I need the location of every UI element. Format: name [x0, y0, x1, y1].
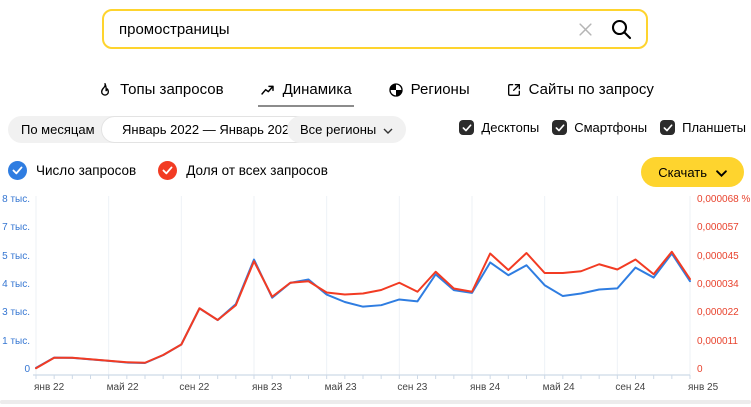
globe-icon — [388, 82, 404, 98]
checkbox-checked-icon — [660, 120, 676, 135]
x-axis-label: май 24 — [542, 382, 575, 393]
dynamics-chart: 8 тыс. 7 тыс. 5 тыс. 4 тыс. 3 тыс. 1 тыс. 0 0,0… — [0, 190, 751, 404]
device-filters: Десктопы Смартфоны Планшеты — [459, 120, 746, 135]
fire-icon — [97, 82, 113, 98]
y-axis-label-left: 0 — [24, 364, 30, 375]
search-bar — [102, 9, 648, 49]
y-axis-label-left: 4 тыс. — [2, 279, 30, 290]
chevron-down-icon — [716, 165, 727, 180]
trend-icon — [260, 82, 276, 98]
y-axis-label-right: 0 — [697, 364, 703, 375]
search-input[interactable] — [119, 20, 574, 38]
x-axis-label: сен 23 — [397, 382, 428, 393]
tab-label: Сайты по запросу — [528, 81, 654, 98]
legend-item-queries[interactable]: Число запросов — [8, 161, 136, 180]
search-icon[interactable] — [608, 16, 634, 42]
x-axis-label: сен 22 — [179, 382, 210, 393]
y-axis-label-left: 5 тыс. — [2, 250, 30, 262]
tabs-row: Топы запросов Динамика Регионы Сайты по … — [0, 79, 751, 107]
tab-sites[interactable]: Сайты по запросу — [504, 79, 656, 107]
legend-check-icon — [158, 161, 178, 180]
download-label: Скачать — [658, 164, 707, 180]
y-axis-label-left: 8 тыс. — [2, 194, 30, 205]
device-label: Смартфоны — [574, 120, 648, 135]
y-axis-label-right: 0,000068 % — [697, 194, 751, 205]
y-axis-label-left: 7 тыс. — [2, 222, 30, 234]
checkbox-tablets[interactable]: Планшеты — [660, 120, 746, 135]
checkbox-checked-icon — [552, 120, 568, 135]
y-axis-label-right: 0,000045 — [697, 250, 739, 262]
external-link-icon — [506, 82, 522, 98]
region-dropdown[interactable]: Все регионы — [287, 116, 407, 143]
legend-check-icon — [8, 161, 27, 180]
checkbox-checked-icon — [459, 120, 475, 135]
tab-top-queries[interactable]: Топы запросов — [95, 79, 225, 107]
checkbox-smartphones[interactable]: Смартфоны — [552, 120, 647, 135]
region-label: Все регионы — [300, 122, 377, 137]
y-axis-label-left: 3 тыс. — [2, 307, 30, 319]
clear-icon[interactable] — [574, 18, 596, 40]
y-axis-label-right: 0,000034 — [697, 279, 739, 290]
device-label: Десктопы — [481, 120, 540, 135]
x-axis-label: май 22 — [106, 382, 139, 393]
queries-line — [35, 252, 691, 369]
legend-label: Число запросов — [36, 163, 137, 178]
download-button[interactable]: Скачать — [641, 157, 744, 187]
horizontal-scrollbar[interactable] — [0, 400, 751, 404]
checkbox-desktops[interactable]: Десктопы — [459, 120, 539, 135]
x-axis-label: янв 24 — [470, 382, 501, 393]
x-axis-label: янв 25 — [688, 382, 719, 393]
tab-label: Регионы — [410, 81, 470, 98]
y-axis-label-left: 1 тыс. — [2, 335, 30, 347]
chart-legend: Число запросов Доля от всех запросов — [8, 161, 328, 180]
tab-label: Динамика — [282, 81, 352, 98]
y-axis-label-right: 0,000057 — [697, 222, 739, 234]
date-range-label: Январь 2022 — Январь 2025 — [122, 122, 297, 137]
x-axis-label: май 23 — [324, 382, 357, 393]
x-axis-label: янв 23 — [252, 382, 283, 393]
chevron-down-icon — [383, 122, 393, 137]
device-label: Планшеты — [682, 120, 746, 135]
legend-label: Доля от всех запросов — [186, 163, 328, 178]
y-axis-label-right: 0,000022 — [697, 307, 739, 319]
tab-dynamics[interactable]: Динамика — [257, 79, 354, 107]
legend-item-share[interactable]: Доля от всех запросов — [158, 161, 328, 180]
x-axis-label: сен 24 — [615, 382, 646, 393]
period-label: По месяцам — [21, 122, 95, 137]
tab-label: Топы запросов — [120, 81, 224, 98]
date-range-button[interactable]: Январь 2022 — Январь 2025 — [101, 116, 318, 143]
y-axis-label-right: 0,000011 — [697, 335, 738, 347]
chart-canvas — [33, 196, 691, 379]
share-line — [35, 250, 691, 370]
tab-regions[interactable]: Регионы — [386, 79, 472, 107]
x-axis-label: янв 22 — [34, 382, 65, 393]
